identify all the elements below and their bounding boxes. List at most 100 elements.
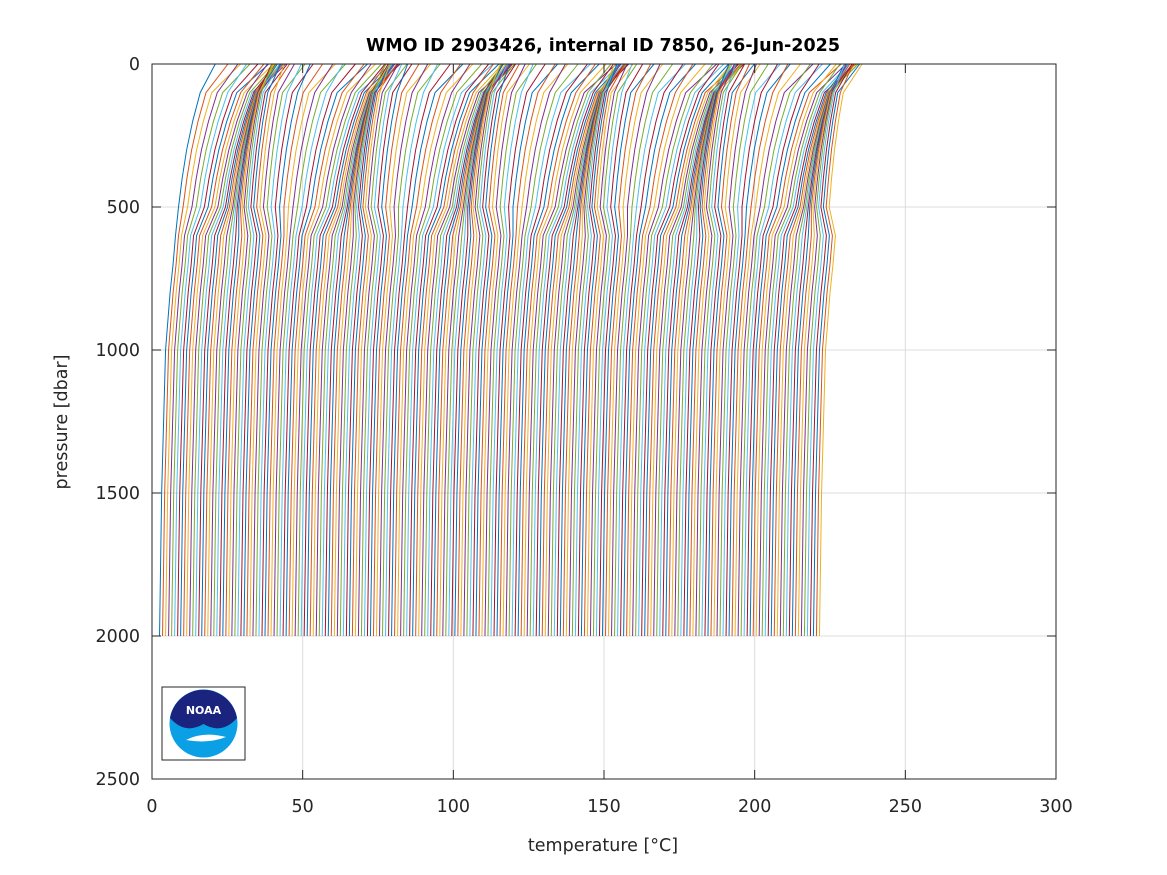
- profile-line: [586, 63, 634, 637]
- profile-line: [460, 63, 501, 637]
- profile-line: [315, 63, 401, 637]
- profile-line: [252, 63, 295, 637]
- profile-line: [204, 63, 275, 637]
- profile-line: [650, 63, 732, 637]
- profile-line: [815, 63, 854, 637]
- profile-line: [394, 63, 461, 637]
- profile-line: [583, 63, 626, 637]
- profile-line: [406, 63, 494, 637]
- profile-line: [737, 63, 814, 637]
- profile-line: [348, 63, 391, 637]
- profile-line: [219, 63, 273, 637]
- profile-line: [794, 63, 851, 637]
- profile-line: [369, 63, 409, 637]
- x-tick-label: 300: [1039, 797, 1072, 817]
- profile-line: [556, 63, 630, 637]
- profile-line: [222, 63, 278, 637]
- profile-line: [472, 63, 517, 637]
- profile-line: [436, 63, 516, 637]
- profile-line: [318, 63, 393, 637]
- profile-line: [761, 63, 841, 637]
- profile-line: [231, 63, 281, 637]
- profile-line: [707, 63, 755, 637]
- profile-line: [258, 63, 302, 637]
- profile-line: [270, 63, 336, 637]
- profile-line: [207, 63, 281, 637]
- y-tick-label: 2500: [95, 770, 140, 790]
- profile-line: [692, 63, 743, 637]
- y-tick-label: 1500: [95, 484, 140, 504]
- profile-line: [722, 63, 781, 637]
- profile-line: [336, 63, 396, 637]
- profile-line: [511, 63, 591, 637]
- profile-line: [617, 63, 686, 637]
- x-tick-label: 100: [437, 797, 470, 817]
- profile-line: [665, 63, 736, 637]
- profile-line: [451, 63, 513, 637]
- profile-line: [186, 63, 274, 637]
- profile-line: [502, 63, 569, 637]
- profile-line: [653, 63, 740, 637]
- profile-line: [656, 63, 732, 637]
- profile-line: [526, 63, 617, 637]
- y-tick-labels: 0 500 1000 1500 2000 2500: [95, 55, 140, 790]
- profile-line: [237, 63, 280, 637]
- profile-line: [743, 63, 823, 637]
- chart-title: WMO ID 2903426, internal ID 7850, 26-Jun…: [366, 36, 840, 56]
- profile-line: [366, 63, 413, 637]
- profile-line: [234, 63, 273, 637]
- profile-line: [454, 63, 504, 637]
- profile-line: [659, 63, 739, 637]
- profile-line: [267, 63, 324, 637]
- profile-line: [544, 63, 621, 637]
- x-tick-label: 150: [587, 797, 620, 817]
- profile-line: [773, 63, 856, 637]
- profile-line: [523, 63, 607, 637]
- profile-line: [249, 63, 285, 637]
- profile-line: [755, 63, 837, 637]
- profile-line: [695, 63, 735, 637]
- profile-line: [372, 63, 420, 637]
- profile-line: [213, 63, 277, 637]
- profile-line: [734, 63, 801, 637]
- profile-line: [403, 63, 483, 637]
- profile-line: [638, 63, 725, 637]
- y-tick-label: 0: [129, 55, 140, 75]
- profile-line: [243, 63, 282, 637]
- profile-line: [424, 63, 505, 637]
- profile-line: [701, 63, 737, 637]
- profile-line: [282, 63, 356, 637]
- profile-line: [484, 63, 526, 637]
- profile-line: [689, 63, 736, 637]
- profile-line: [719, 63, 769, 637]
- profile-line: [818, 63, 863, 637]
- profile-line: [159, 63, 216, 637]
- plot-area: [151, 63, 1057, 780]
- profile-line: [225, 63, 284, 637]
- profile-line: [385, 63, 439, 637]
- x-axis-label: temperature [°C]: [528, 836, 678, 856]
- profile-line: [614, 63, 674, 637]
- y-tick-label: 1000: [95, 341, 140, 361]
- profile-line: [168, 63, 239, 637]
- profile-line: [797, 63, 856, 637]
- profile-line: [623, 63, 696, 637]
- profile-line: [279, 63, 344, 637]
- profile-line: [611, 63, 661, 637]
- profile-line: [210, 63, 287, 637]
- profile-line: [767, 63, 857, 637]
- profile-line: [595, 63, 633, 637]
- profile-line: [746, 63, 820, 637]
- y-tick-label: 500: [107, 198, 140, 218]
- profile-line: [309, 63, 387, 637]
- profile-line: [351, 63, 398, 637]
- profile-line: [520, 63, 596, 637]
- profile-line: [183, 63, 265, 637]
- profile-line: [635, 63, 714, 637]
- profile-line: [752, 63, 842, 637]
- profile-line: [165, 63, 241, 637]
- profile-line: [680, 63, 733, 637]
- profile-line: [632, 63, 718, 637]
- profile-line: [339, 63, 386, 637]
- profile-line: [276, 63, 346, 637]
